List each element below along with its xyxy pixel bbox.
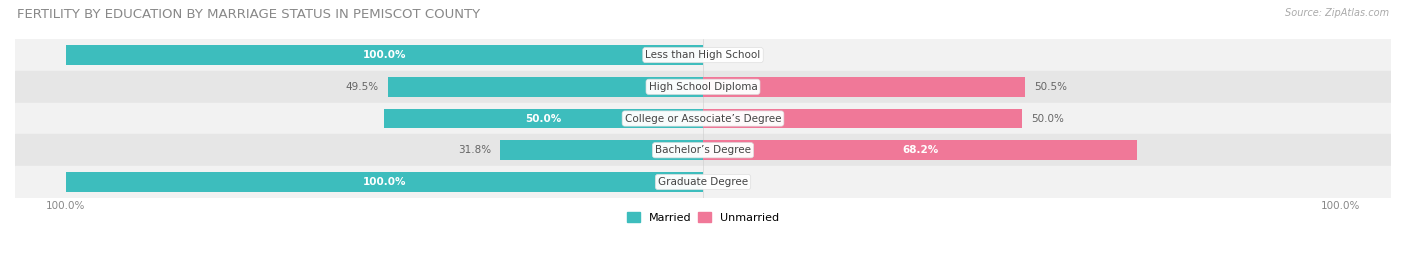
Bar: [703, 109, 1022, 128]
Text: 100.0%: 100.0%: [363, 50, 406, 60]
Bar: [703, 77, 1025, 97]
Text: Bachelor’s Degree: Bachelor’s Degree: [655, 145, 751, 155]
Text: 68.2%: 68.2%: [903, 145, 938, 155]
Text: 50.5%: 50.5%: [1035, 82, 1067, 92]
Text: 50.0%: 50.0%: [526, 114, 562, 123]
Bar: [15, 71, 1391, 103]
Text: College or Associate’s Degree: College or Associate’s Degree: [624, 114, 782, 123]
Bar: [501, 140, 703, 160]
Text: High School Diploma: High School Diploma: [648, 82, 758, 92]
Bar: [15, 134, 1391, 166]
Text: Graduate Degree: Graduate Degree: [658, 177, 748, 187]
Legend: Married, Unmarried: Married, Unmarried: [621, 208, 785, 227]
Bar: [15, 39, 1391, 71]
Text: Source: ZipAtlas.com: Source: ZipAtlas.com: [1285, 8, 1389, 18]
Bar: [66, 172, 703, 192]
Bar: [384, 109, 703, 128]
Bar: [703, 140, 1137, 160]
Bar: [15, 166, 1391, 198]
Bar: [66, 45, 703, 65]
Bar: [15, 103, 1391, 134]
Bar: [388, 77, 703, 97]
Text: 49.5%: 49.5%: [344, 82, 378, 92]
Text: 100.0%: 100.0%: [363, 177, 406, 187]
Text: FERTILITY BY EDUCATION BY MARRIAGE STATUS IN PEMISCOT COUNTY: FERTILITY BY EDUCATION BY MARRIAGE STATU…: [17, 8, 479, 21]
Text: 31.8%: 31.8%: [458, 145, 491, 155]
Text: Less than High School: Less than High School: [645, 50, 761, 60]
Text: 50.0%: 50.0%: [1031, 114, 1064, 123]
